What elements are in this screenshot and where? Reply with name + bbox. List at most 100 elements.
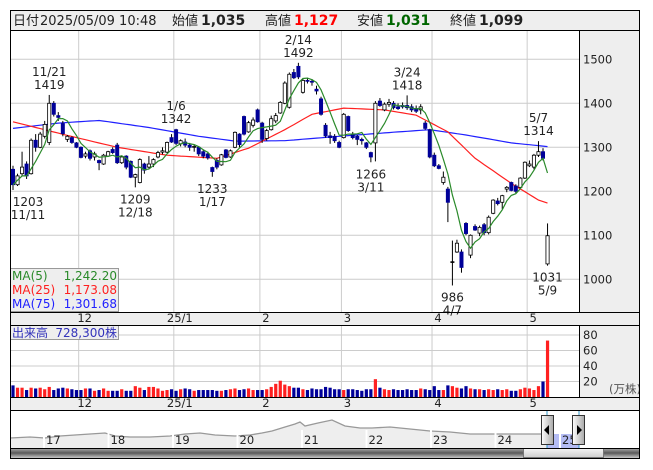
volume-tick-label: 20 [583,375,598,389]
candle-down [10,168,15,186]
scrollbar-thumb[interactable] [523,448,604,458]
volume-bar [333,389,337,397]
volume-bar [491,390,495,397]
candle-up [518,177,523,188]
volume-bar [459,388,464,397]
year-label: 23 [433,433,448,447]
candle-down [33,139,38,148]
range-navigator[interactable]: 17 18 19 20 21 22 23 24 25 [9,410,585,448]
scrollbar-track[interactable] [10,448,640,458]
low-value: 1,031 [386,13,430,29]
volume-bar [111,390,115,397]
horizontal-scrollbar[interactable] [10,448,640,458]
volume-bar [450,386,455,397]
volume-bar [15,387,20,397]
candle-down [513,185,518,192]
candle-up [287,73,292,108]
volume-bar [70,389,74,397]
candle-up [341,113,346,139]
month-tick-label: 4 [434,396,441,410]
volume-bar [369,389,373,397]
candle-down [509,182,514,191]
annotation-value: 1419 [34,78,65,92]
candle-down [169,137,174,143]
volume-unit-label: (万株) [609,382,641,396]
navigator-line [9,419,548,439]
volume-bar [43,389,47,397]
volume-bar [115,390,119,397]
candle-down [51,102,56,115]
low-label: 安値 [357,13,383,29]
ma25-value: 1,173.08 [64,283,117,297]
candle-up [264,130,269,139]
candle-down [205,153,210,159]
volume-bar [437,390,441,397]
candle-down [314,88,319,92]
volume-bar [165,390,169,397]
month-tick-label: 2 [262,311,269,325]
volume-bar [410,390,414,397]
volume-bar [174,390,178,397]
navigator-right-handle[interactable] [572,415,585,445]
candle-up [228,150,233,158]
candle-down [255,109,260,123]
volume-bar [441,390,445,397]
volume-bar [287,386,291,397]
candle-up [20,166,25,175]
annotation-date: 1/17 [199,195,226,209]
ma25-label: MA(25) [12,283,55,297]
year-label: 24 [498,433,513,447]
volume-bar [219,390,223,397]
close-label: 終値 [450,13,476,29]
month-tick-label: 2 [262,396,269,410]
month-axis-band [10,312,640,325]
volume-bar [296,387,300,397]
annotation-date: 3/11 [357,180,384,194]
candle-down [128,160,133,178]
grid-lines [10,30,579,397]
candlesticks [10,62,550,286]
annotation-date: 5/7 [529,111,548,125]
candle-up [504,186,509,190]
volume-bar [342,390,346,397]
volume-bar [364,389,368,397]
volume-bar [509,390,513,397]
candle-up [269,118,274,131]
month-tick-label: 4 [434,311,441,325]
volume-bar [455,387,459,397]
volume-bar [38,387,42,397]
volume-bar [260,390,264,397]
volume-bar [355,390,359,397]
ma75-label: MA(75) [12,297,55,311]
volume-legend: 出来高 728,300株 [10,325,119,340]
navigator-area [10,420,548,448]
candle-up [382,103,387,111]
annotation-value: 1203 [13,195,44,209]
candle-down [309,80,314,83]
volume-bar [47,386,51,397]
volume-bar [97,390,101,397]
candle-up [232,131,237,148]
volume-bar [237,390,242,397]
volume-bar [545,340,550,397]
candle-down [432,154,437,167]
navigator-left-handle[interactable] [541,415,554,445]
candle-up [441,176,446,183]
volume-bar [482,390,486,397]
candle-down [319,98,324,115]
candle-down [427,129,432,158]
candle-down [291,72,296,79]
volume-bar [242,389,246,397]
volume-bar [514,390,518,397]
volume-bar [391,389,396,397]
navigator-selection[interactable] [547,434,579,448]
year-label: 17 [46,433,61,447]
volume-bar [382,389,387,397]
volume-bar [310,388,314,397]
volume-tick-label: 80 [583,328,598,342]
candle-down [78,146,83,158]
ma-legend: MA(5) 1,242.20 MA(25) 1,173.08 MA(75) 1,… [10,268,119,312]
volume-bar [301,389,305,397]
volume-bar [228,389,233,397]
